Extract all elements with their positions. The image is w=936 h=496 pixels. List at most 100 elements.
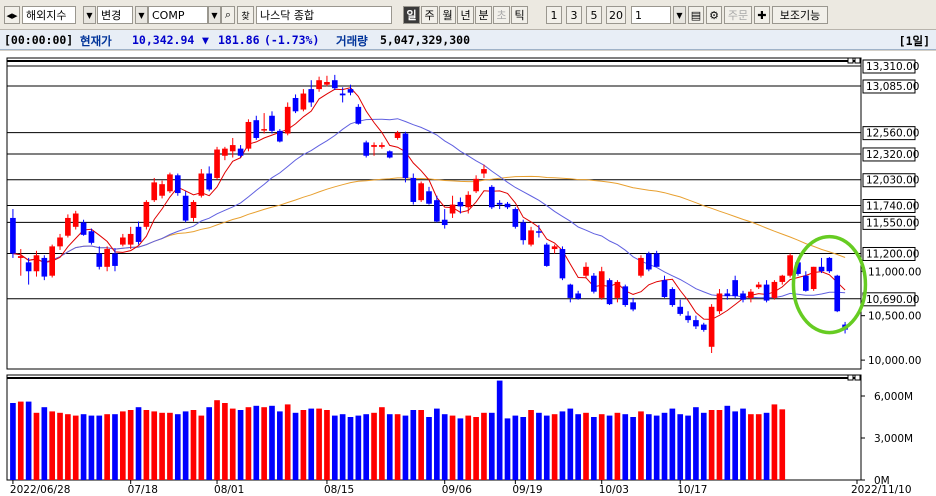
interval-button[interactable]: 1	[546, 6, 562, 24]
volume-bar	[49, 411, 56, 480]
candle-up	[716, 293, 723, 312]
volume-bar	[583, 412, 589, 480]
info-bar: [00:00:00] 현재가 10,342.94 ▼ 181.86 (-1.73…	[0, 30, 936, 50]
crosshair-icon[interactable]: ✚	[754, 6, 770, 24]
price-line-label: 10,690.00	[866, 294, 919, 306]
search-icon[interactable]: ⌕	[221, 6, 235, 24]
candle-down	[630, 302, 636, 310]
volume-bar	[410, 410, 417, 480]
volume-bar	[481, 412, 487, 480]
volume-bar	[135, 407, 142, 480]
candle-down	[331, 80, 338, 89]
symbol-dropdown-icon[interactable]: ▼	[208, 6, 221, 24]
interval-dropdown-icon[interactable]: ▼	[673, 6, 686, 24]
panel-control-icon	[854, 374, 861, 381]
period-button[interactable]: 주	[421, 6, 438, 24]
candle-down	[512, 209, 519, 227]
volume-bar	[104, 414, 110, 480]
y-tick-label: 10,000.00	[868, 355, 921, 367]
volume-bar	[465, 415, 472, 480]
volume-bar	[693, 407, 699, 480]
candle-down	[802, 275, 809, 291]
candle-up	[598, 271, 605, 298]
nav-arrows-icon[interactable]: ◂▸	[4, 6, 20, 24]
volume-bar	[10, 403, 16, 480]
volume-bar	[441, 414, 448, 480]
candle-down	[504, 203, 511, 208]
volume-bar	[591, 417, 597, 480]
period-button[interactable]: 틱	[511, 6, 528, 24]
price-line-label-box	[862, 79, 916, 94]
interval-input[interactable]: 1	[631, 6, 671, 24]
change-button[interactable]: 변경	[97, 6, 133, 24]
candle-down	[80, 222, 87, 235]
save-icon[interactable]: ▤	[688, 6, 704, 24]
volume-bar	[418, 410, 424, 480]
stock-chart[interactable]: 13,310.00 13,085.00 12,560.00 12,320.00 12,0…	[0, 51, 936, 496]
period-button[interactable]: 월	[439, 6, 456, 24]
settings-icon[interactable]: ⚙	[706, 6, 722, 24]
candle-up	[127, 233, 134, 245]
candle-down	[434, 200, 440, 222]
candle-up	[229, 145, 236, 152]
candle-up	[17, 256, 24, 258]
price-line-label-box	[862, 59, 916, 74]
x-tick-label: 2022/11/10	[851, 484, 912, 496]
candle-down	[402, 133, 409, 178]
order-button[interactable]: 주문	[724, 6, 752, 24]
candle-down	[308, 89, 315, 103]
market-select[interactable]: 해외지수	[22, 6, 76, 24]
candle-down	[645, 253, 652, 270]
candle-down	[536, 231, 542, 233]
volume-bar	[740, 408, 746, 480]
candle-down	[441, 219, 448, 226]
period-button[interactable]: 분	[475, 6, 492, 24]
ma5-line	[12, 87, 846, 320]
candle-down	[559, 249, 566, 279]
candle-down	[818, 266, 825, 272]
x-tick-label: 2022/06/28	[10, 484, 71, 496]
price-line-label-box	[862, 147, 916, 162]
volume-bar	[72, 415, 79, 480]
volume-bar	[190, 410, 197, 480]
volume-bar	[763, 412, 770, 480]
candle-up	[245, 121, 252, 149]
candle-up	[771, 281, 778, 298]
change-dropdown-icon[interactable]: ▼	[135, 6, 148, 24]
volume-bar	[496, 380, 503, 480]
period-tag: [1일]	[898, 34, 930, 48]
volume-bar	[559, 411, 566, 480]
interval-button[interactable]: 3	[566, 6, 582, 24]
period-button[interactable]: 년	[457, 6, 474, 24]
candle-up	[810, 266, 817, 290]
candle-up	[300, 93, 307, 110]
search-button[interactable]: 찾	[237, 6, 254, 24]
candle-up	[33, 255, 40, 272]
candle-up	[449, 204, 456, 214]
market-dropdown-icon[interactable]: ▼	[83, 6, 96, 24]
interval-button[interactable]: 5	[586, 6, 602, 24]
candle-down	[834, 275, 841, 312]
volume-bar	[237, 410, 244, 480]
symbol-code-input[interactable]: COMP	[148, 6, 208, 24]
candle-down	[206, 173, 213, 190]
candle-up	[104, 249, 110, 267]
candle-down	[386, 151, 393, 158]
candle-down	[669, 289, 676, 306]
volume-bar	[645, 414, 652, 480]
price-line-label-box	[862, 173, 916, 188]
time-label: [00:00:00]	[4, 33, 74, 47]
period-button[interactable]: 일	[403, 6, 420, 24]
volume-bar	[457, 418, 464, 480]
candle-down	[25, 262, 32, 272]
period-button[interactable]: 초	[493, 6, 510, 24]
volume-bar	[363, 414, 370, 480]
candle-up	[316, 80, 322, 90]
candle-down	[277, 130, 283, 142]
volume-bar	[127, 410, 134, 480]
interval-button[interactable]: 20	[606, 6, 626, 24]
volume-bar	[339, 414, 346, 480]
candle-down	[135, 226, 142, 242]
indicator-button[interactable]: 보조기능	[772, 6, 828, 24]
volume-bar	[755, 414, 762, 480]
